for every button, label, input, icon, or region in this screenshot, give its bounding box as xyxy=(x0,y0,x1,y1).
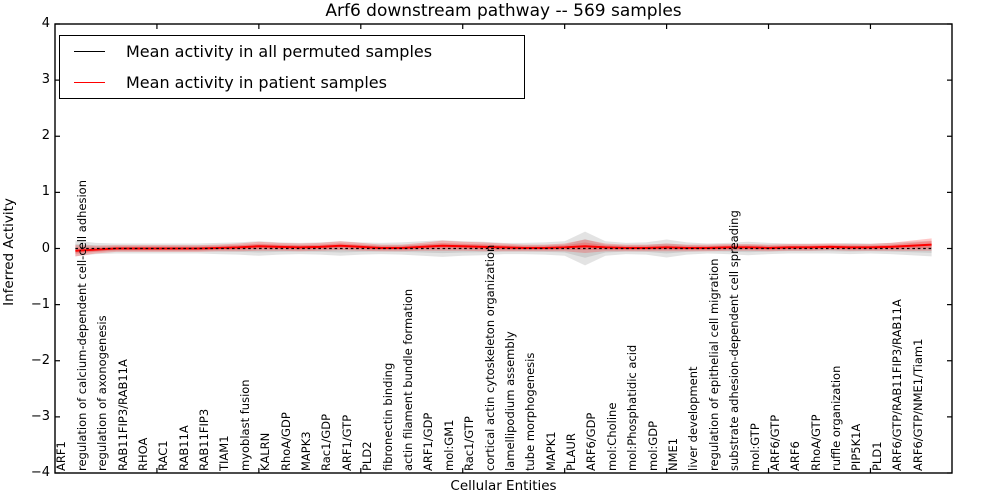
x-tick-label: NME1 xyxy=(665,437,680,471)
x-tick-label: MAPK3 xyxy=(299,431,314,471)
x-tick-label: RhoA/GTP xyxy=(808,414,823,471)
x-tick-label: Rac1/GDP xyxy=(319,413,334,471)
y-tick-label: 3 xyxy=(41,72,50,88)
y-tick-label: 2 xyxy=(41,128,50,144)
y-tick-label: −2 xyxy=(30,352,50,368)
x-tick-label: mol:GTP xyxy=(747,423,762,471)
legend: Mean activity in all permuted samples Me… xyxy=(59,35,525,99)
y-tick-label: 1 xyxy=(41,184,50,200)
x-tick-label: mol:Phosphatidic acid xyxy=(625,344,640,471)
x-tick-label: PLD1 xyxy=(869,441,884,471)
x-tick-label: RAB11FIP3 xyxy=(197,408,212,471)
x-tick-label: mol:Choline xyxy=(604,402,619,471)
y-tick-label: 0 xyxy=(41,240,50,256)
x-tick-label: RhoA/GDP xyxy=(278,412,293,471)
legend-item-permuted: Mean activity in all permuted samples xyxy=(74,38,524,65)
legend-item-patient: Mean activity in patient samples xyxy=(74,69,524,96)
x-tick-label: regulation of axonogenesis xyxy=(95,315,110,471)
x-tick-label: ARF6/GTP/RAB11FIP3/RAB11A xyxy=(890,299,905,471)
x-tick-label: ARF1/GTP xyxy=(339,414,354,471)
y-tick-label: −3 xyxy=(30,408,50,424)
x-tick-label: mol:GM1 xyxy=(441,419,456,471)
x-tick-label: Rac1/GTP xyxy=(462,416,477,471)
x-tick-label: lamellipodium assembly xyxy=(502,331,517,471)
y-tick-label: 4 xyxy=(41,16,50,31)
y-tick-label: −1 xyxy=(30,296,50,312)
x-tick-label: ARF6/GTP/NME1/Tiam1 xyxy=(910,338,925,471)
x-tick-label: liver development xyxy=(686,366,701,471)
x-tick-label: RAC1 xyxy=(156,440,171,471)
chart-title: Arf6 downstream pathway -- 569 samples xyxy=(325,1,682,21)
permuted-line-key-icon xyxy=(74,51,105,52)
x-tick-label: RAB11FIP3/RAB11A xyxy=(115,359,130,471)
x-tick-label: PLD2 xyxy=(360,441,375,471)
x-tick-label: ARF6/GDP xyxy=(584,412,599,471)
x-tick-label: actin filament bundle formation xyxy=(400,288,415,471)
x-tick-label: ARF6/GTP xyxy=(767,414,782,471)
legend-label-permuted: Mean activity in all permuted samples xyxy=(126,41,433,61)
x-tick-label: ARF1 xyxy=(54,441,69,471)
x-tick-label: ruffle organization xyxy=(829,365,844,471)
x-axis-label: Cellular Entities xyxy=(450,478,557,494)
x-tick-label: regulation of epithelial cell migration xyxy=(706,258,721,471)
x-tick-label: KALRN xyxy=(258,432,273,471)
x-tick-label: PLAUR xyxy=(564,433,579,471)
legend-label-patient: Mean activity in patient samples xyxy=(126,72,387,92)
x-tick-label: RAB11A xyxy=(176,425,191,471)
x-tick-label: ARF1/GDP xyxy=(421,412,436,471)
x-tick-label: cortical actin cytoskeleton organization xyxy=(482,244,497,471)
x-tick-label: regulation of calcium-dependent cell-cel… xyxy=(74,180,89,471)
x-tick-label: tube morphogenesis xyxy=(523,352,538,471)
patient-line-key-icon xyxy=(74,82,105,83)
x-tick-label: PIP5K1A xyxy=(849,423,864,471)
x-tick-label: TIAM1 xyxy=(217,435,232,471)
x-tick-label: fibronectin binding xyxy=(380,362,395,471)
y-tick-label: −4 xyxy=(30,465,50,480)
x-tick-label: RHOA xyxy=(135,437,150,471)
x-tick-label: MAPK1 xyxy=(543,431,558,471)
x-tick-label: mol:GDP xyxy=(645,420,660,471)
x-tick-label: myoblast fusion xyxy=(237,379,252,471)
x-tick-label: substrate adhesion-dependent cell spread… xyxy=(727,210,742,471)
x-tick-label: ARF6 xyxy=(788,441,803,471)
